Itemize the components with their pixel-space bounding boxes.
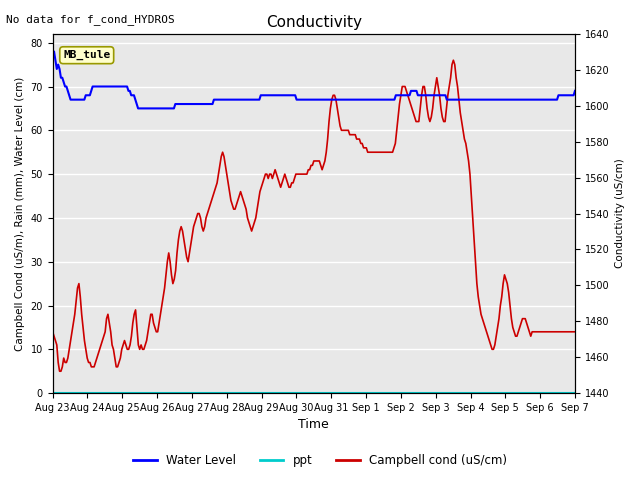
- Y-axis label: Conductivity (uS/cm): Conductivity (uS/cm): [615, 159, 625, 268]
- Title: Conductivity: Conductivity: [266, 15, 362, 30]
- Text: MB_tule: MB_tule: [63, 50, 110, 60]
- Legend: Water Level, ppt, Campbell cond (uS/cm): Water Level, ppt, Campbell cond (uS/cm): [128, 449, 512, 472]
- Text: No data for f_cond_HYDROS: No data for f_cond_HYDROS: [6, 14, 175, 25]
- Y-axis label: Campbell Cond (uS/m), Rain (mm), Water Level (cm): Campbell Cond (uS/m), Rain (mm), Water L…: [15, 76, 25, 351]
- X-axis label: Time: Time: [298, 419, 329, 432]
